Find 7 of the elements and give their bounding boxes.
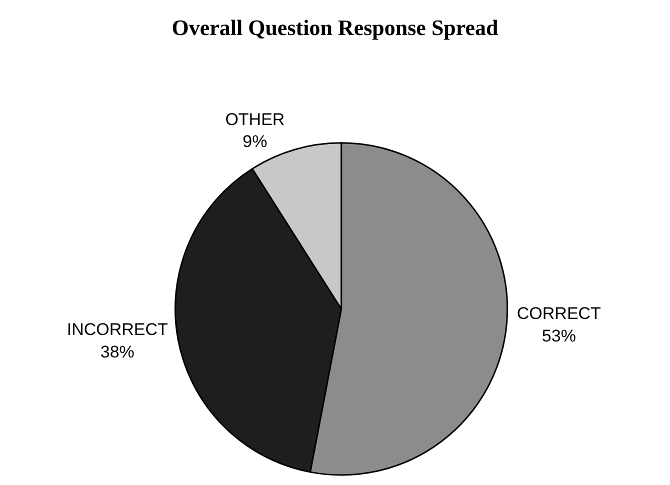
data-label: 53% <box>542 326 576 346</box>
data-label: 38% <box>100 342 134 362</box>
chart-title: Overall Question Response Spread <box>172 14 498 40</box>
slice-label: CORRECT <box>516 304 601 324</box>
data-label: 9% <box>242 132 268 152</box>
slice-label: INCORRECT <box>66 320 168 340</box>
slice-label: OTHER <box>225 110 285 129</box>
